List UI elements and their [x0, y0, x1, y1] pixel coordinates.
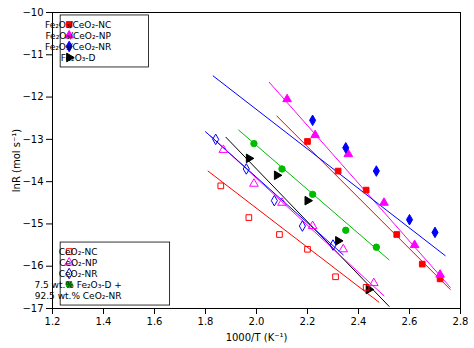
svg-text:Fe₂O₃-D: Fe₂O₃-D — [61, 53, 96, 63]
svg-text:2.8: 2.8 — [453, 316, 469, 327]
svg-text:CeO₂-NC: CeO₂-NC — [59, 247, 98, 257]
svg-text:Fe₂O₃/CeO₂-NP: Fe₂O₃/CeO₂-NP — [45, 31, 111, 41]
svg-text:2.2: 2.2 — [300, 316, 316, 327]
svg-text:2.4: 2.4 — [351, 316, 367, 327]
svg-text:−14: −14 — [22, 176, 43, 187]
svg-text:CeO₂-NR: CeO₂-NR — [59, 269, 98, 279]
svg-text:−12: −12 — [22, 91, 43, 102]
svg-text:−10: −10 — [22, 7, 43, 18]
svg-text:Fe₂O₃/CeO₂-NC: Fe₂O₃/CeO₂-NC — [45, 20, 111, 30]
svg-text:1.4: 1.4 — [96, 316, 112, 327]
svg-text:7.5 wt.% Fe₂O₃-D +92.5 wt.% Ce: 7.5 wt.% Fe₂O₃-D +92.5 wt.% CeO₂-NR — [34, 280, 121, 301]
svg-text:1000/T (K⁻¹): 1000/T (K⁻¹) — [226, 332, 288, 343]
svg-text:lnR (mol s⁻¹): lnR (mol s⁻¹) — [11, 129, 22, 192]
svg-text:−16: −16 — [22, 260, 43, 271]
svg-text:−11: −11 — [22, 49, 43, 60]
svg-text:−15: −15 — [22, 218, 43, 229]
svg-text:−17: −17 — [22, 303, 43, 314]
svg-text:CeO₂-NP: CeO₂-NP — [59, 258, 97, 268]
svg-text:1.8: 1.8 — [198, 316, 214, 327]
svg-text:1.2: 1.2 — [45, 316, 61, 327]
svg-text:Fe₂O₃/CeO₂-NR: Fe₂O₃/CeO₂-NR — [45, 42, 111, 52]
svg-text:−13: −13 — [22, 134, 43, 145]
svg-text:2.6: 2.6 — [402, 316, 418, 327]
svg-text:2.0: 2.0 — [249, 316, 265, 327]
svg-text:1.6: 1.6 — [147, 316, 163, 327]
